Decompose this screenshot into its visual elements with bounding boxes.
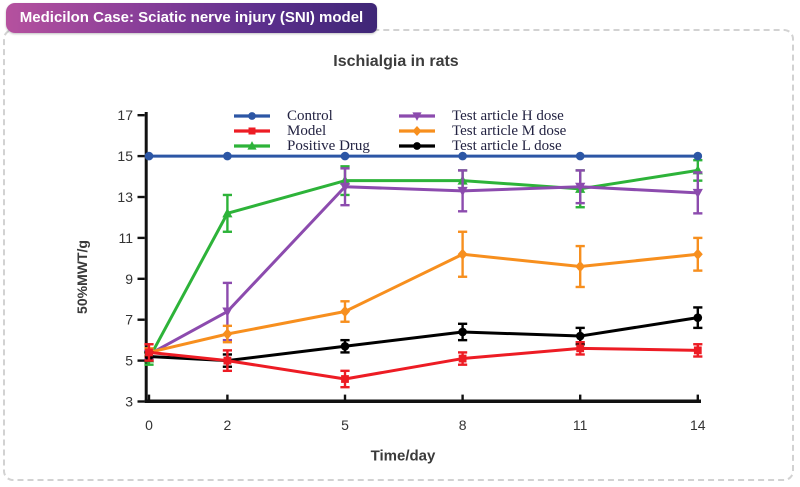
y-tick-label: 9 [125, 271, 133, 287]
x-tick-label: 2 [224, 417, 232, 433]
series-control [144, 151, 703, 161]
legend-label: Positive Drug [287, 137, 370, 154]
legend-item-model: Model [233, 122, 327, 139]
legend-marker-circle-icon [399, 142, 435, 151]
series-model [144, 340, 703, 389]
chart-title: Ischialgia in rats [333, 53, 459, 70]
y-tick-label: 3 [125, 394, 133, 410]
legend-item-positive-drug: Positive Drug [233, 137, 370, 154]
legend-item-test-article-m-dose: Test article M dose [398, 122, 567, 139]
y-tick-label: 5 [125, 353, 133, 369]
legend-label: Test article M dose [452, 122, 567, 139]
legend-item-test-article-h-dose: Test article H dose [398, 107, 564, 124]
x-tick-label: 8 [459, 417, 467, 433]
x-axis-label: Time/day [370, 447, 436, 465]
legend-marker-circle-icon [234, 112, 270, 120]
legend-marker-triangle-up-icon [234, 141, 270, 150]
legend-label: Test article L dose [452, 137, 562, 154]
y-tick-label: 15 [117, 148, 133, 164]
case-badge: Medicilon Case: Sciatic nerve injury (SN… [6, 3, 377, 33]
dashed-border-frame [3, 29, 794, 481]
x-tick-label: 0 [145, 417, 153, 433]
legend-marker-diamond-icon [399, 126, 435, 137]
legend-item-control: Control [233, 107, 333, 124]
y-tick-label: 17 [117, 107, 133, 123]
legend-item-test-article-l-dose: Test article L dose [398, 137, 562, 154]
x-tick-label: 14 [690, 417, 706, 433]
y-tick-label: 13 [117, 189, 133, 205]
x-tick-label: 11 [573, 417, 588, 433]
y-tick-label: 11 [118, 230, 133, 246]
legend-marker-triangle-down-icon [399, 112, 435, 121]
legend-marker-square-icon [234, 127, 270, 135]
legend-label: Control [287, 107, 333, 124]
x-tick-label: 5 [341, 417, 349, 433]
y-tick-label: 7 [125, 312, 133, 328]
legend-label: Model [287, 122, 327, 139]
legend-label: Test article H dose [452, 107, 564, 124]
